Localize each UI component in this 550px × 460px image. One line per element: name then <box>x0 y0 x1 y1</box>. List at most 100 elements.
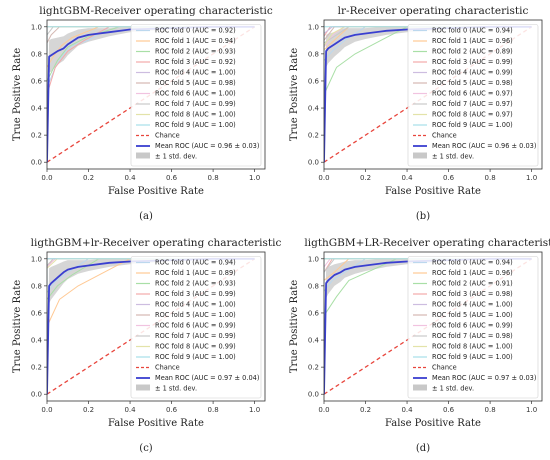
axes-frame <box>46 251 266 402</box>
y-axis-label: True Positive Rate <box>12 280 23 373</box>
chart-title: ligthGBM+lr-Receiver operating character… <box>31 237 282 249</box>
legend-swatch-std <box>413 384 427 391</box>
y-tick-label: 0.8 <box>31 282 42 290</box>
legend-item-fold-5: ROC fold 5 (AUC = 0.98) <box>155 79 236 87</box>
legend-item-fold-0: ROC fold 0 (AUC = 0.94) <box>155 259 236 267</box>
panel-caption: (b) <box>416 211 430 222</box>
legend-box <box>130 256 262 399</box>
legend-item-fold-3: ROC fold 3 (AUC = 0.99) <box>432 58 513 66</box>
legend-item-fold-1: ROC fold 1 (AUC = 0.89) <box>155 269 236 277</box>
legend-item-fold-6: ROC fold 6 (AUC = 0.97) <box>432 90 513 98</box>
legend-item-fold-1: ROC fold 1 (AUC = 0.96) <box>432 37 513 45</box>
y-tick-label: 0.6 <box>31 309 43 317</box>
panel-caption: (d) <box>416 443 430 454</box>
y-axis-label: True Positive Rate <box>289 48 300 141</box>
y-tick-label: 0.2 <box>308 132 319 140</box>
legend-item-fold-2: ROC fold 2 (AUC = 0.93) <box>155 280 236 288</box>
axes-frame <box>46 19 266 170</box>
roc-panel: ligthGBM+lr-Receiver operating character… <box>12 237 281 454</box>
x-tick-label: 0.8 <box>485 174 496 182</box>
legend-item-fold-2: ROC fold 2 (AUC = 0.91) <box>432 280 513 288</box>
legend-swatch-std <box>136 152 150 159</box>
y-tick-label: 1.0 <box>31 23 42 31</box>
legend-item-mean: Mean ROC (AUC = 0.97 ± 0.03) <box>432 374 536 382</box>
x-tick-label: 0.8 <box>208 406 219 414</box>
x-tick-label: 0.2 <box>360 174 371 182</box>
chart-title: ligthGBM+LR-Receiver operating character… <box>304 237 550 249</box>
legend-item-fold-3: ROC fold 3 (AUC = 0.92) <box>155 58 236 66</box>
axes-frame <box>323 251 543 402</box>
x-tick-label: 0.6 <box>443 174 455 182</box>
y-tick-label: 0.2 <box>31 364 42 372</box>
x-tick-label: 0.0 <box>41 174 52 182</box>
legend-item-mean: Mean ROC (AUC = 0.96 ± 0.03) <box>432 142 536 150</box>
panel-caption: (c) <box>139 443 153 454</box>
y-tick-label: 0.8 <box>31 50 42 58</box>
legend-item-std: ± 1 std. dev. <box>155 153 197 161</box>
legend-box <box>407 256 539 399</box>
x-axis-label: False Positive Rate <box>108 418 204 429</box>
legend: ROC fold 0 (AUC = 0.94) ROC fold 1 (AUC =… <box>130 256 262 399</box>
legend-item-fold-4: ROC fold 4 (AUC = 1.00) <box>155 69 236 77</box>
legend: ROC fold 0 (AUC = 0.92) ROC fold 1 (AUC =… <box>130 24 262 167</box>
legend-item-std: ± 1 std. dev. <box>155 385 197 393</box>
x-axis-label: False Positive Rate <box>385 186 481 197</box>
legend-item-fold-2: ROC fold 2 (AUC = 0.93) <box>155 48 236 56</box>
axes-frame <box>323 19 543 170</box>
y-tick-label: 0.4 <box>31 337 43 345</box>
legend: ROC fold 0 (AUC = 0.94) ROC fold 1 (AUC =… <box>407 256 539 399</box>
legend-item-fold-6: ROC fold 6 (AUC = 0.99) <box>432 322 513 330</box>
legend-item-mean: Mean ROC (AUC = 0.96 ± 0.03) <box>155 142 259 150</box>
x-tick-label: 1.0 <box>526 406 537 414</box>
x-tick-label: 0.6 <box>166 406 178 414</box>
x-tick-label: 0.0 <box>318 406 329 414</box>
x-axis-label: False Positive Rate <box>385 418 481 429</box>
roc-panel: lr-Receiver operating characteristic 0.0 0… <box>289 5 543 222</box>
x-tick-label: 0.0 <box>41 406 52 414</box>
legend-item-fold-4: ROC fold 4 (AUC = 0.99) <box>432 69 513 77</box>
x-tick-label: 0.2 <box>360 406 371 414</box>
legend-item-fold-8: ROC fold 8 (AUC = 0.97) <box>432 111 513 119</box>
legend-item-mean: Mean ROC (AUC = 0.97 ± 0.04) <box>155 374 259 382</box>
x-tick-label: 1.0 <box>526 174 537 182</box>
x-tick-label: 0.2 <box>83 406 94 414</box>
legend-item-fold-7: ROC fold 7 (AUC = 0.97) <box>432 100 513 108</box>
legend-item-fold-7: ROC fold 7 (AUC = 0.99) <box>155 332 236 340</box>
legend-item-fold-1: ROC fold 1 (AUC = 0.96) <box>432 269 513 277</box>
y-tick-label: 0.2 <box>308 364 319 372</box>
y-tick-label: 0.2 <box>31 132 42 140</box>
legend-box <box>407 24 539 167</box>
x-tick-label: 0.8 <box>485 406 496 414</box>
y-tick-label: 0.4 <box>31 105 43 113</box>
legend-item-std: ± 1 std. dev. <box>432 385 474 393</box>
x-tick-label: 0.2 <box>83 174 94 182</box>
legend-item-fold-6: ROC fold 6 (AUC = 1.00) <box>155 90 236 98</box>
legend-item-chance: Chance <box>155 364 180 372</box>
y-tick-label: 0.6 <box>31 77 43 85</box>
y-tick-label: 0.0 <box>308 391 319 399</box>
roc-panel: lightGBM-Receiver operating characterist… <box>12 5 273 222</box>
legend-item-fold-3: ROC fold 3 (AUC = 0.98) <box>432 290 513 298</box>
y-tick-label: 0.0 <box>31 391 42 399</box>
x-axis-label: False Positive Rate <box>108 186 204 197</box>
y-tick-label: 0.6 <box>308 77 320 85</box>
legend-item-fold-3: ROC fold 3 (AUC = 0.99) <box>155 290 236 298</box>
y-tick-label: 0.4 <box>308 105 320 113</box>
legend-item-fold-6: ROC fold 6 (AUC = 0.99) <box>155 322 236 330</box>
legend: ROC fold 0 (AUC = 0.94) ROC fold 1 (AUC =… <box>407 24 539 167</box>
legend-item-fold-9: ROC fold 9 (AUC = 1.00) <box>432 353 513 361</box>
legend-item-fold-8: ROC fold 8 (AUC = 1.00) <box>155 111 236 119</box>
legend-item-fold-7: ROC fold 7 (AUC = 0.99) <box>155 100 236 108</box>
y-tick-label: 0.8 <box>308 282 319 290</box>
legend-item-fold-8: ROC fold 8 (AUC = 0.99) <box>155 343 236 351</box>
legend-item-fold-0: ROC fold 0 (AUC = 0.94) <box>432 259 513 267</box>
y-tick-label: 0.8 <box>308 50 319 58</box>
y-tick-label: 0.6 <box>308 309 320 317</box>
y-tick-label: 1.0 <box>308 23 319 31</box>
legend-item-fold-1: ROC fold 1 (AUC = 0.94) <box>155 37 236 45</box>
y-tick-label: 1.0 <box>308 255 319 263</box>
y-tick-label: 1.0 <box>31 255 42 263</box>
legend-item-fold-0: ROC fold 0 (AUC = 0.92) <box>155 27 236 35</box>
legend-item-fold-5: ROC fold 5 (AUC = 1.00) <box>432 311 513 319</box>
